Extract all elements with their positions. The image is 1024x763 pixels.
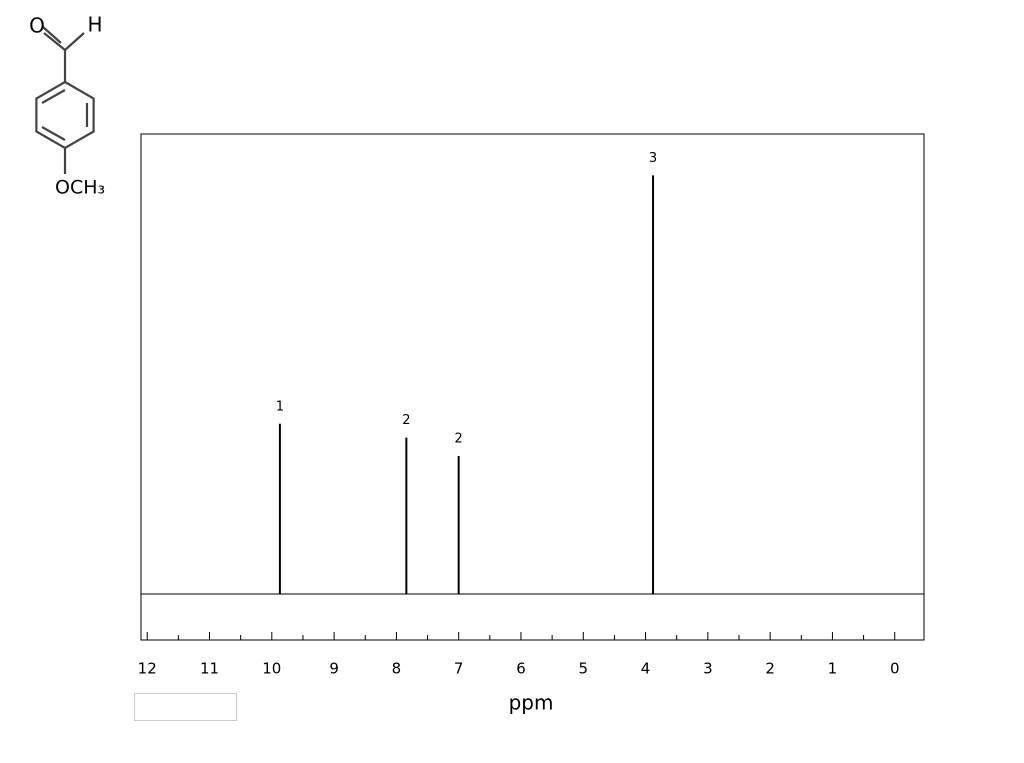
- atom-label: O: [29, 14, 45, 38]
- peak-label: 2: [455, 432, 463, 447]
- x-tick-label: 11: [200, 660, 219, 678]
- x-tick-label: 1: [828, 660, 838, 678]
- atom-label: OCH₃: [55, 177, 105, 199]
- x-tick-label: 12: [138, 660, 157, 678]
- x-tick-label: 8: [392, 660, 402, 678]
- x-tick-label: 7: [454, 660, 464, 678]
- x-axis-label: ppm: [509, 691, 554, 715]
- x-tick-label: 4: [641, 660, 651, 678]
- x-tick-label: 3: [703, 660, 713, 678]
- peak-label: 2: [402, 413, 410, 428]
- x-tick-label: 10: [262, 660, 281, 678]
- molecule: O H OCH₃: [29, 13, 105, 199]
- plot-frame: [140, 133, 925, 641]
- bond: [41, 126, 66, 141]
- x-tick-label: 0: [890, 660, 900, 678]
- answer-input[interactable]: [134, 693, 237, 721]
- bond: [43, 32, 66, 51]
- bond: [41, 89, 66, 104]
- peak-label: 3: [649, 151, 657, 166]
- x-tick-label: 9: [329, 660, 339, 678]
- bond: [42, 26, 62, 44]
- peak-label: 1: [276, 399, 284, 414]
- benzene-ring: [35, 80, 95, 150]
- x-tick-label: 6: [516, 660, 526, 678]
- x-tick-label: 2: [765, 660, 775, 678]
- x-tick-label: 5: [578, 660, 588, 678]
- atom-label: H: [87, 13, 102, 37]
- bond: [64, 32, 85, 51]
